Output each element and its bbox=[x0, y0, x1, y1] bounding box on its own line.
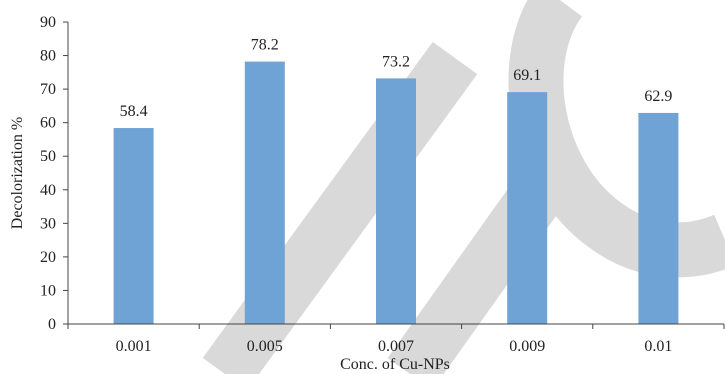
y-tick-label: 0 bbox=[48, 316, 56, 333]
watermark-arc bbox=[508, 0, 725, 278]
bar bbox=[507, 92, 548, 325]
data-label: 69.1 bbox=[513, 67, 541, 84]
data-label: 73.2 bbox=[382, 53, 410, 70]
bar bbox=[638, 112, 679, 325]
data-label: 78.2 bbox=[251, 37, 279, 54]
x-tick-label: 0.005 bbox=[247, 338, 283, 355]
y-tick-label: 70 bbox=[40, 81, 56, 98]
x-tick-labels-group: 0.001 0.005 0.007 0.009 0.01 bbox=[116, 338, 673, 355]
y-tick-label: 20 bbox=[40, 249, 56, 266]
bar bbox=[113, 128, 154, 324]
x-tick-label: 0.001 bbox=[116, 338, 152, 355]
axes-group bbox=[63, 21, 725, 329]
data-label: 58.4 bbox=[120, 103, 148, 120]
y-tick-label: 60 bbox=[40, 115, 56, 132]
bar bbox=[376, 78, 416, 324]
x-tick-label: 0.007 bbox=[378, 338, 414, 355]
data-label: 62.9 bbox=[644, 88, 672, 105]
y-tick-label: 10 bbox=[40, 282, 56, 299]
bar bbox=[244, 61, 285, 325]
y-tick-labels-group: 0 10 20 30 40 50 60 70 80 90 bbox=[40, 14, 56, 333]
y-tick-label: 30 bbox=[40, 215, 56, 232]
y-axis-title: Decolorization % bbox=[9, 117, 26, 229]
data-labels-group: 58.4 78.2 73.2 69.1 62.9 bbox=[120, 37, 673, 120]
bars-group bbox=[113, 61, 679, 325]
y-tick-label: 90 bbox=[40, 14, 56, 31]
y-tick-label: 40 bbox=[40, 182, 56, 199]
x-tick-label: 0.009 bbox=[509, 338, 545, 355]
x-tick-label: 0.01 bbox=[644, 338, 672, 355]
y-tick-label: 50 bbox=[40, 148, 56, 165]
y-tick-label: 80 bbox=[40, 48, 56, 65]
x-axis-title: Conc. of Cu-NPs bbox=[340, 356, 450, 373]
